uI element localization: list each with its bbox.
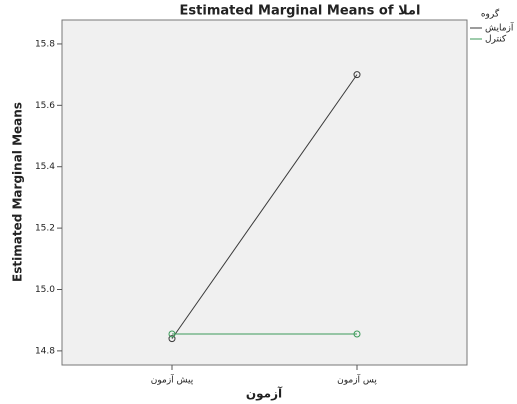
x-axis-label: آزمون <box>246 386 283 402</box>
point-marker <box>353 330 361 338</box>
plot-area <box>61 19 468 366</box>
y-tick-label: 15.6 <box>35 101 55 111</box>
legend-label: آزمایش <box>485 22 514 34</box>
y-tick-label: 15.2 <box>35 224 55 234</box>
point-marker <box>168 330 176 338</box>
x-tick-label: پس آزمون <box>337 374 377 386</box>
y-tick-label: 15.0 <box>35 285 55 295</box>
y-tick-label: 15.8 <box>35 39 55 49</box>
y-tick-label: 14.8 <box>35 346 55 356</box>
y-tick-label: 15.4 <box>35 162 55 172</box>
legend-label: کنترل <box>485 35 507 45</box>
point-marker <box>353 71 361 79</box>
x-tick-label: پیش آزمون <box>151 374 194 386</box>
series-line <box>171 74 358 339</box>
chart-title: Estimated Marginal Means of املا <box>180 4 421 19</box>
point-marker <box>168 335 176 343</box>
legend-title: گروه <box>481 8 500 20</box>
y-axis-label: Estimated Marginal Means <box>11 102 25 282</box>
